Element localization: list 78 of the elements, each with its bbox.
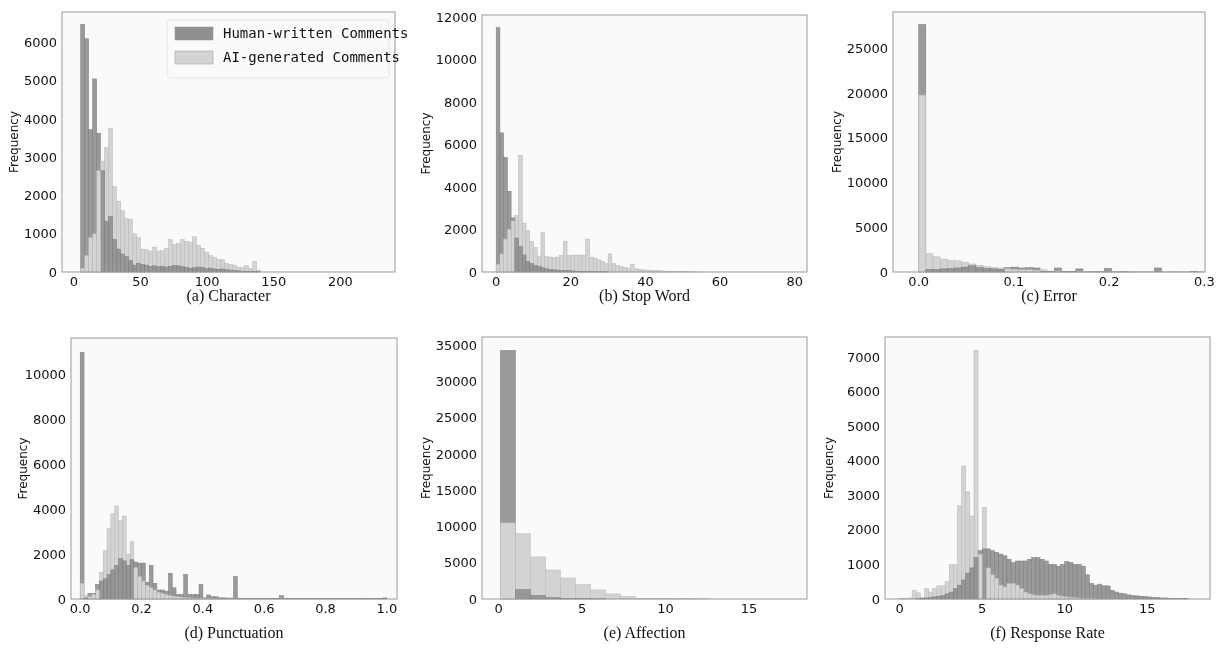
x-tick-label: 0.6 — [253, 601, 275, 616]
x-tick-label: 15 — [1139, 601, 1156, 616]
y-axis-title: Frequency — [830, 111, 844, 173]
y-tick-label: 10000 — [24, 367, 66, 383]
y-tick-label: 2000 — [443, 222, 477, 238]
text: (b) Stop Word — [599, 287, 690, 305]
y-axis-title: Frequency — [419, 112, 433, 175]
y-axis-title: Frequency — [7, 111, 21, 173]
y-tick-label: 25000 — [435, 410, 477, 426]
x-tick-label: 150 — [261, 274, 287, 289]
y-tick-label: 2000 — [23, 188, 57, 204]
x-tick-label: 5 — [578, 601, 587, 616]
text: (f) Response Rate — [990, 624, 1105, 642]
y-tick-label: 1000 — [846, 556, 880, 572]
x-tick-label: 0.0 — [908, 274, 930, 289]
y-tick-label: 7000 — [846, 349, 880, 365]
y-tick-label: 4000 — [23, 111, 57, 127]
x-tick-label: 0 — [494, 601, 503, 616]
y-tick-label: 2000 — [32, 546, 66, 562]
y-tick-label: 8000 — [443, 94, 477, 110]
y-tick-label: 3000 — [23, 149, 57, 165]
text: (c) Error — [1021, 287, 1078, 305]
x-tick-label: 0 — [69, 274, 79, 289]
y-tick-label: 5000 — [846, 418, 880, 434]
y-tick-label: 4000 — [846, 453, 880, 469]
x-tick-label: 15 — [740, 601, 758, 616]
y-axis-title: Frequency — [822, 437, 836, 499]
x-tick-label: 0.2 — [1098, 274, 1120, 289]
x-tick-label: 0 — [895, 601, 904, 616]
text: (e) Affection — [603, 624, 686, 642]
x-tick-label: 5 — [978, 601, 987, 616]
x-tick-label: 20 — [562, 274, 580, 289]
x-tick-label: 1.0 — [376, 601, 398, 616]
x-tick-label: 0.0 — [69, 601, 91, 616]
x-tick-label: 60 — [711, 274, 729, 289]
y-tick-label: 30000 — [435, 374, 477, 390]
y-tick-label: 10000 — [846, 175, 888, 191]
y-tick-label: 6000 — [846, 384, 880, 400]
x-tick-label: 0.4 — [192, 601, 214, 616]
x-tick-label: 0.3 — [1193, 274, 1215, 289]
y-tick-label: 5000 — [443, 555, 477, 571]
y-tick-label: 1000 — [23, 226, 57, 242]
y-tick-label: 12000 — [435, 9, 477, 25]
y-tick-label: 8000 — [32, 412, 66, 428]
x-tick-label: 80 — [786, 274, 803, 289]
y-tick-label: 6000 — [32, 456, 66, 472]
y-tick-label: 6000 — [23, 35, 57, 51]
x-tick-label: 10 — [1056, 601, 1074, 616]
y-tick-label: 15000 — [846, 130, 888, 146]
x-tick-label: 40 — [637, 274, 654, 289]
y-tick-label: 2000 — [846, 522, 880, 538]
y-tick-label: 10000 — [435, 52, 477, 68]
y-tick-label: 4000 — [443, 179, 477, 195]
y-tick-label: 20000 — [846, 85, 888, 101]
y-tick-label: 5000 — [23, 73, 57, 89]
legend-label: AI-generated Comments — [223, 49, 401, 65]
x-tick-label: 0.2 — [131, 601, 152, 616]
x-tick-label: 50 — [132, 274, 149, 289]
x-tick-label: 200 — [327, 274, 353, 289]
x-tick-label: 0.1 — [1003, 274, 1025, 289]
y-tick-label: 15000 — [435, 482, 477, 498]
y-axis-title: Frequency — [16, 437, 30, 500]
y-tick-label: 10000 — [435, 519, 477, 535]
x-tick-label: 0 — [492, 274, 501, 289]
x-tick-label: 0.8 — [315, 601, 336, 616]
y-tick-label: 25000 — [846, 41, 888, 57]
text: (a) Character — [186, 287, 272, 305]
x-tick-label: 10 — [657, 601, 674, 616]
y-tick-label: 3000 — [846, 487, 880, 503]
y-tick-label: 4000 — [32, 501, 66, 517]
legend-label: Human-written Comments — [223, 25, 409, 41]
y-tick-label: 5000 — [854, 219, 888, 235]
y-axis-title: Frequency — [419, 437, 433, 499]
x-tick-label: 100 — [194, 274, 220, 289]
text: (d) Punctuation — [184, 624, 284, 642]
y-tick-label: 6000 — [443, 137, 477, 153]
y-tick-label: 20000 — [435, 446, 477, 462]
y-tick-label: 35000 — [435, 337, 477, 353]
